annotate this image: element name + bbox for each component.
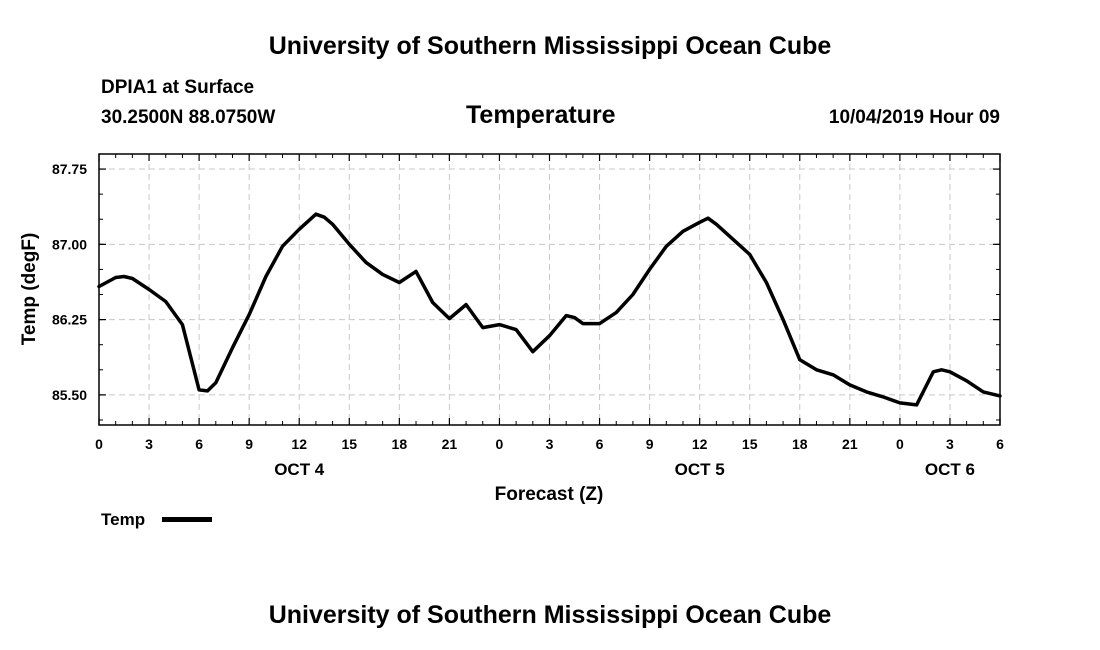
x-tick-label: 21: [842, 436, 858, 452]
x-tick-label: 15: [341, 436, 357, 452]
date-label: OCT 5: [675, 460, 725, 479]
tick-labels: 0 3 6 9 12 15 18 21 0 3 6 9 12 15 18 21 0 3 6 85.50 86.25 87.…: [52, 161, 1004, 479]
x-tick-label: 6: [195, 436, 203, 452]
y-tick-label: 87.00: [52, 236, 87, 252]
x-tick-label: 3: [546, 436, 554, 452]
x-tick-label: 0: [896, 436, 904, 452]
datetime-label: 10/04/2019 Hour 09: [828, 107, 1000, 128]
date-label: OCT 4: [274, 460, 325, 479]
legend-label: Temp: [101, 510, 146, 529]
x-tick-label: 21: [442, 436, 458, 452]
chart-title: Temperature: [466, 101, 616, 129]
legend-line-swatch: [162, 517, 212, 522]
x-tick-label: 6: [596, 436, 604, 452]
x-axis-title: Forecast (Z): [495, 484, 604, 505]
x-tick-label: 6: [996, 436, 1004, 452]
station-label: DPIA1 at Surface: [101, 77, 255, 98]
x-tick-label: 0: [95, 436, 103, 452]
x-tick-label: 18: [392, 436, 408, 452]
y-tick-label: 87.75: [52, 161, 87, 177]
x-tick-label: 9: [245, 436, 253, 452]
x-tick-label: 0: [496, 436, 504, 452]
x-tick-label: 12: [692, 436, 708, 452]
grid-lines: [99, 154, 1000, 425]
chart-bottom-title: University of Southern Mississippi Ocean…: [268, 601, 832, 629]
x-tick-label: 3: [946, 436, 954, 452]
y-tick-label: 85.50: [52, 387, 87, 403]
y-axis-title: Temp (degF): [19, 233, 40, 346]
x-tick-label: 12: [291, 436, 307, 452]
x-tick-label: 3: [145, 436, 153, 452]
chart-top-title: University of Southern Mississippi Ocean…: [268, 32, 832, 60]
x-tick-label: 18: [792, 436, 808, 452]
date-label: OCT 6: [925, 460, 975, 479]
x-tick-label: 15: [742, 436, 758, 452]
x-tick-label: 9: [646, 436, 654, 452]
plot-frame: [98, 153, 1001, 426]
coordinates-label: 30.2500N 88.0750W: [101, 107, 276, 128]
y-tick-label: 86.25: [52, 312, 87, 328]
series-line-temp: [97, 212, 1002, 407]
